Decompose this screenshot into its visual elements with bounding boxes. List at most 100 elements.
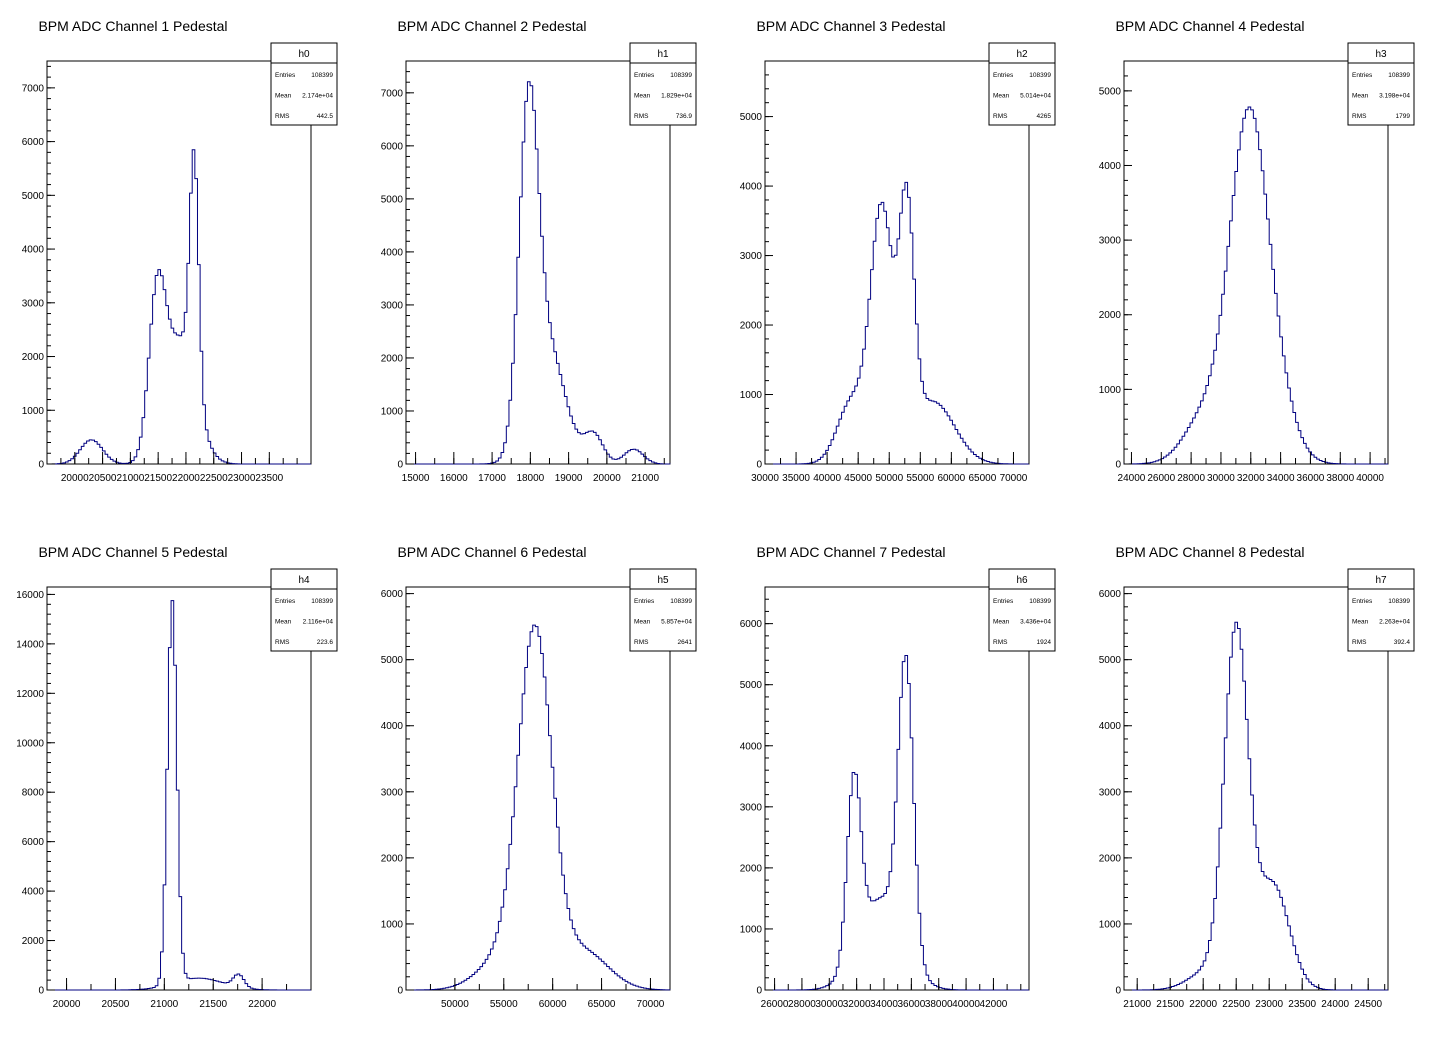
stats-value: 108399 bbox=[670, 598, 692, 605]
y-tick-label: 5000 bbox=[740, 112, 763, 123]
x-tick-label: 24500 bbox=[1354, 999, 1382, 1010]
y-tick-label: 0 bbox=[38, 986, 44, 997]
x-tick-label: 20000 bbox=[593, 473, 621, 484]
histogram-line bbox=[765, 655, 1029, 991]
x-tick-label: 21500 bbox=[199, 999, 227, 1010]
x-tick-label: 18000 bbox=[516, 473, 544, 484]
x-tick-label: 38000 bbox=[1326, 473, 1354, 484]
y-tick-label: 4000 bbox=[1099, 161, 1122, 172]
x-tick-label: 21500 bbox=[144, 473, 172, 484]
stats-label: RMS bbox=[275, 639, 290, 646]
y-tick-label: 1000 bbox=[1099, 385, 1122, 396]
stats-label: Mean bbox=[275, 93, 292, 100]
chart-title: BPM ADC Channel 2 Pedestal bbox=[397, 18, 586, 34]
x-tick-label: 22000 bbox=[1189, 999, 1217, 1010]
x-tick-label: 65000 bbox=[969, 473, 997, 484]
y-tick-label: 5000 bbox=[381, 194, 404, 205]
histogram-line bbox=[1123, 106, 1388, 465]
stats-value: 3.198e+04 bbox=[1379, 93, 1410, 100]
stats-value: 2641 bbox=[678, 639, 693, 646]
x-tick-label: 19000 bbox=[555, 473, 583, 484]
y-tick-label: 4000 bbox=[740, 741, 763, 752]
x-tick-label: 36000 bbox=[897, 999, 925, 1010]
stats-box-frame bbox=[1347, 568, 1415, 652]
stats-label: RMS bbox=[993, 639, 1008, 646]
y-tick-label: 12000 bbox=[16, 689, 44, 700]
stats-value: 2.263e+04 bbox=[1379, 619, 1410, 626]
y-tick-label: 6000 bbox=[22, 837, 45, 848]
plot-frame bbox=[764, 586, 1030, 991]
x-tick-label: 23500 bbox=[255, 473, 283, 484]
x-tick-label: 21000 bbox=[150, 999, 178, 1010]
histogram-panel-4: BPM ADC Channel 4 Pedestal 0 1000 2000 3000 4… bbox=[1099, 18, 1415, 484]
histogram-line bbox=[765, 181, 1029, 465]
stats-label: RMS bbox=[1352, 639, 1367, 646]
stats-box: h1 Entries 108399 Mean 1.829e+04 RMS 736.9 bbox=[629, 42, 697, 126]
stats-value: 4265 bbox=[1037, 113, 1052, 120]
stats-value: 108399 bbox=[1388, 598, 1410, 605]
y-tick-label: 1000 bbox=[381, 406, 404, 417]
y-tick-label: 3000 bbox=[381, 787, 404, 798]
y-tick-label: 0 bbox=[756, 986, 762, 997]
stats-value: 108399 bbox=[1029, 72, 1051, 79]
y-tick-label: 4000 bbox=[22, 245, 45, 256]
y-tick-label: 0 bbox=[1115, 986, 1121, 997]
y-tick-label: 2000 bbox=[740, 321, 763, 332]
x-tick-label: 21000 bbox=[1123, 999, 1151, 1010]
stats-value: 736.9 bbox=[676, 113, 693, 120]
y-tick-label: 10000 bbox=[16, 738, 44, 749]
plot-frame bbox=[1123, 60, 1389, 465]
stats-value: 108399 bbox=[1029, 598, 1051, 605]
histogram-panel-8: BPM ADC Channel 8 Pedestal 0 1000 2000 3000 4… bbox=[1099, 544, 1415, 1010]
stats-label: RMS bbox=[993, 113, 1008, 120]
x-tick-label: 22500 bbox=[1222, 999, 1250, 1010]
stats-box: h0 Entries 108399 Mean 2.174e+04 RMS 442.5 bbox=[270, 42, 338, 126]
stats-label: Mean bbox=[993, 619, 1010, 626]
x-tick-label: 20000 bbox=[61, 473, 89, 484]
x-tick-label: 21000 bbox=[631, 473, 659, 484]
plot-frame bbox=[46, 60, 312, 465]
y-tick-label: 3000 bbox=[1099, 236, 1122, 247]
x-tick-label: 42000 bbox=[980, 999, 1008, 1010]
y-tick-label: 3000 bbox=[740, 802, 763, 813]
x-tick-label: 26000 bbox=[761, 999, 789, 1010]
histogram-line bbox=[47, 600, 311, 991]
x-tick-label: 23500 bbox=[1288, 999, 1316, 1010]
x-tick-label: 24000 bbox=[1321, 999, 1349, 1010]
histogram-panel-2: BPM ADC Channel 2 Pedestal 0 1000 2000 3000 4… bbox=[381, 18, 697, 484]
y-tick-label: 6000 bbox=[381, 141, 404, 152]
x-tick-label: 21500 bbox=[1156, 999, 1184, 1010]
y-tick-label: 0 bbox=[1115, 460, 1121, 471]
y-tick-label: 6000 bbox=[740, 619, 763, 630]
histogram-line bbox=[1124, 621, 1388, 991]
y-tick-label: 8000 bbox=[22, 788, 45, 799]
plot-frame bbox=[46, 586, 312, 991]
x-tick-label: 36000 bbox=[1297, 473, 1325, 484]
x-tick-label: 40000 bbox=[813, 473, 841, 484]
stats-box: h7 Entries 108399 Mean 2.263e+04 RMS 392.4 bbox=[1347, 568, 1415, 652]
stats-label: Entries bbox=[993, 72, 1014, 79]
stats-label: Entries bbox=[634, 598, 655, 605]
stats-label: Mean bbox=[275, 619, 292, 626]
x-tick-label: 70000 bbox=[1000, 473, 1028, 484]
x-tick-label: 28000 bbox=[1177, 473, 1205, 484]
y-tick-label: 2000 bbox=[1099, 310, 1122, 321]
y-tick-label: 0 bbox=[38, 460, 44, 471]
stats-name: h7 bbox=[1375, 575, 1387, 586]
chart-title: BPM ADC Channel 5 Pedestal bbox=[38, 544, 227, 560]
x-tick-label: 50000 bbox=[875, 473, 903, 484]
stats-value: 3.436e+04 bbox=[1020, 619, 1051, 626]
stats-value: 1.829e+04 bbox=[661, 93, 692, 100]
y-tick-label: 5000 bbox=[381, 655, 404, 666]
y-tick-label: 4000 bbox=[381, 247, 404, 258]
x-tick-label: 24000 bbox=[1118, 473, 1146, 484]
y-tick-label: 5000 bbox=[740, 680, 763, 691]
histogram-panel-7: BPM ADC Channel 7 Pedestal 0 1000 2000 3000 4… bbox=[740, 544, 1056, 1010]
plot-frame bbox=[1123, 586, 1389, 991]
x-tick-label: 40000 bbox=[1356, 473, 1384, 484]
y-tick-label: 3000 bbox=[1099, 787, 1122, 798]
histogram-line bbox=[46, 149, 311, 465]
y-tick-label: 1000 bbox=[1099, 919, 1122, 930]
stats-label: Entries bbox=[1352, 598, 1373, 605]
chart-title: BPM ADC Channel 7 Pedestal bbox=[756, 544, 945, 560]
